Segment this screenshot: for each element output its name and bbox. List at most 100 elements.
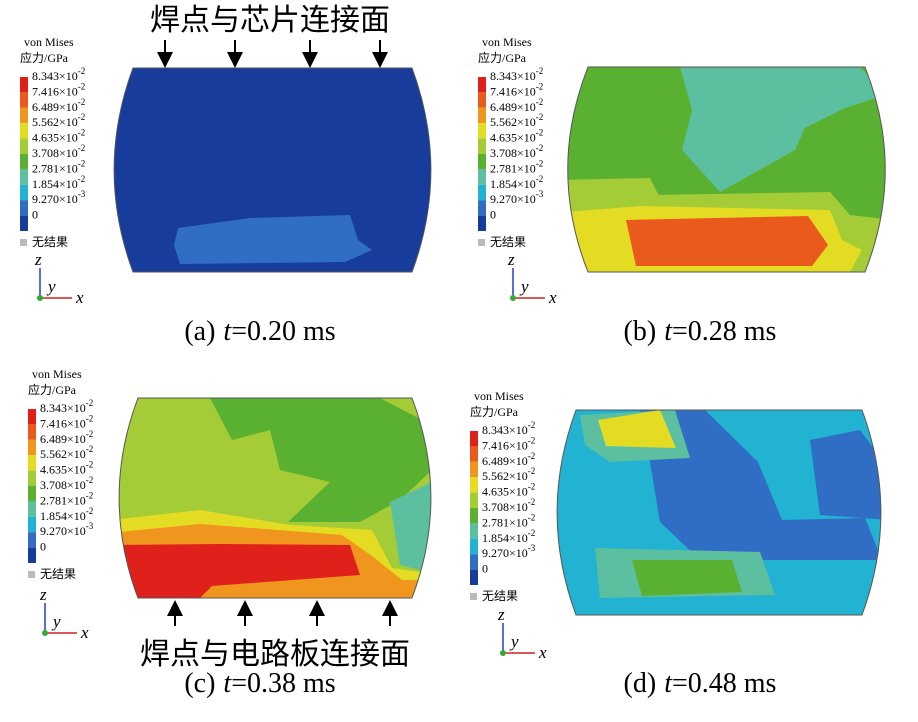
legend-level: 6.489×10-2 xyxy=(482,451,535,468)
legend-level: 1.854×10-2 xyxy=(490,174,543,191)
legend-level: 8.343×10-2 xyxy=(32,66,85,83)
legend-swatch xyxy=(20,138,28,154)
level-mantissa: 0 xyxy=(40,539,46,553)
legend-swatch xyxy=(20,92,28,108)
level-exponent: -2 xyxy=(528,435,536,445)
legend-swatch xyxy=(20,200,28,216)
level-exponent: -2 xyxy=(528,466,536,476)
solder-outline xyxy=(113,67,432,273)
legend-swatch xyxy=(470,477,478,493)
level-exponent: -2 xyxy=(536,128,544,138)
legend-swatch xyxy=(28,501,36,517)
level-exponent: -2 xyxy=(528,482,536,492)
legend-swatch xyxy=(478,200,486,216)
axis-y xyxy=(37,295,43,301)
contour-region xyxy=(680,67,885,192)
level-mantissa: 6.489×10 xyxy=(40,432,86,446)
legend-level: 0 xyxy=(490,207,496,221)
level-mantissa: 3.708×10 xyxy=(40,478,86,492)
legend-level: 3.708×10-2 xyxy=(32,143,85,160)
axis-y-label: y xyxy=(509,632,519,651)
level-mantissa: 9.270×10 xyxy=(482,546,528,560)
level-mantissa: 8.343×10 xyxy=(40,401,86,415)
level-mantissa: 5.562×10 xyxy=(490,115,536,129)
legend-level: 7.416×10-2 xyxy=(490,81,543,98)
legend-level: 7.416×10-2 xyxy=(32,81,85,98)
legend-title: von Mises xyxy=(24,35,74,49)
legend-level: 4.635×10-2 xyxy=(32,128,85,145)
contour-region xyxy=(640,410,881,560)
contour-plot xyxy=(557,410,881,615)
contour-plot xyxy=(119,398,431,598)
level-exponent: -3 xyxy=(536,189,544,199)
legend-swatch xyxy=(28,547,36,563)
level-mantissa: 1.854×10 xyxy=(490,177,536,191)
level-exponent: -2 xyxy=(86,475,94,485)
legend-swatch xyxy=(28,532,36,548)
legend-level: 8.343×10-2 xyxy=(490,66,543,83)
legend-level: 0 xyxy=(482,561,488,575)
level-mantissa: 7.416×10 xyxy=(482,438,528,452)
level-exponent: -2 xyxy=(536,143,544,153)
level-mantissa: 0 xyxy=(482,561,488,575)
level-exponent: -2 xyxy=(528,528,536,538)
axis-y xyxy=(510,295,516,301)
legend-level: 2.781×10-2 xyxy=(482,512,535,529)
legend-swatch xyxy=(478,107,486,124)
legend-swatch xyxy=(470,446,478,462)
legend-level: 8.343×10-2 xyxy=(40,398,93,415)
legend-level: 9.270×10-3 xyxy=(32,189,86,206)
axis-y-label: y xyxy=(46,277,56,296)
caption: (a) t=0.20 ms xyxy=(184,316,335,347)
level-mantissa: 7.416×10 xyxy=(40,416,86,430)
legend-title: von Mises xyxy=(482,35,532,49)
legend-level: 1.854×10-2 xyxy=(482,528,535,545)
level-exponent: -3 xyxy=(528,543,536,553)
legend-level: 3.708×10-2 xyxy=(40,475,93,492)
legend-swatch xyxy=(20,154,28,170)
legend-swatch xyxy=(478,77,486,93)
legend-swatch xyxy=(478,215,486,231)
no-result-label: 无结果 xyxy=(482,589,518,603)
caption: (b) t=0.28 ms xyxy=(624,316,777,347)
caption-variable: t xyxy=(223,668,232,699)
level-mantissa: 5.562×10 xyxy=(482,469,528,483)
level-exponent: -2 xyxy=(536,174,544,184)
legend-swatch xyxy=(478,138,486,154)
level-exponent: -2 xyxy=(536,81,544,91)
panel: von Mises应力/GPa8.343×10-27.416×10-26.489… xyxy=(470,389,882,699)
legend-swatch xyxy=(470,523,478,539)
legend-level: 3.708×10-2 xyxy=(482,497,535,514)
axis-x-label: x xyxy=(548,288,557,307)
contour-region xyxy=(210,398,431,522)
legend-swatch xyxy=(470,538,478,555)
axis-y-label: y xyxy=(519,277,529,296)
legend-level: 6.489×10-2 xyxy=(490,97,543,114)
caption: (c) t=0.38 ms xyxy=(184,668,335,699)
no-result-label: 无结果 xyxy=(40,567,76,581)
level-exponent: -2 xyxy=(86,490,94,500)
level-exponent: -2 xyxy=(536,66,544,76)
legend-swatch xyxy=(478,169,486,185)
legend-swatch xyxy=(470,569,478,585)
legend-swatch xyxy=(478,92,486,108)
level-mantissa: 8.343×10 xyxy=(490,69,536,83)
legend-swatch xyxy=(28,486,36,502)
level-mantissa: 1.854×10 xyxy=(40,509,86,523)
level-mantissa: 2.781×10 xyxy=(490,161,536,175)
level-exponent: -2 xyxy=(78,97,86,107)
caption-variable: t xyxy=(223,316,232,347)
level-mantissa: 8.343×10 xyxy=(482,423,528,437)
legend-swatch xyxy=(20,77,28,93)
level-exponent: -2 xyxy=(78,66,86,76)
level-mantissa: 4.635×10 xyxy=(482,484,528,498)
legend-level: 0 xyxy=(40,539,46,553)
level-mantissa: 2.781×10 xyxy=(32,161,78,175)
axis-x-label: x xyxy=(80,623,89,642)
legend-swatch xyxy=(28,409,36,425)
legend-swatch xyxy=(28,455,36,471)
level-exponent: -2 xyxy=(86,460,94,470)
legend-level: 5.562×10-2 xyxy=(40,444,93,461)
caption: (d) t=0.48 ms xyxy=(624,668,777,699)
legend-swatch xyxy=(470,554,478,570)
